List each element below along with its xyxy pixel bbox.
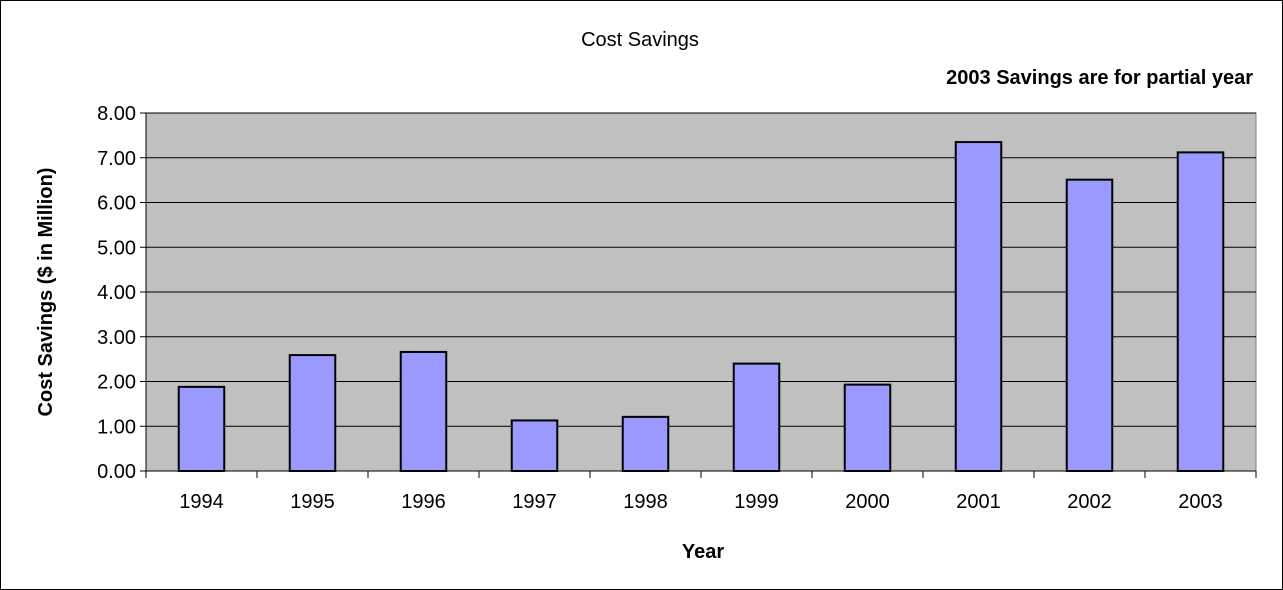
bar-1995 xyxy=(288,354,337,472)
bars xyxy=(177,141,1225,473)
y-tick-label: 6.00 xyxy=(97,193,136,215)
y-tick-label: 3.00 xyxy=(97,327,136,349)
x-tick-label: 2001 xyxy=(956,491,1001,513)
axes xyxy=(140,112,1257,478)
y-tick-label: 4.00 xyxy=(97,282,136,304)
x-tick-label: 1998 xyxy=(623,491,668,513)
bar-1999 xyxy=(732,362,781,473)
x-tick-label: 1999 xyxy=(734,491,779,513)
chart-title: Cost Savings xyxy=(581,29,699,51)
y-tick-label: 7.00 xyxy=(97,148,136,170)
y-tick-label: 1.00 xyxy=(97,416,136,438)
x-tick-label: 2000 xyxy=(845,491,890,513)
bar-2001 xyxy=(954,141,1003,472)
x-tick-label: 1995 xyxy=(290,491,335,513)
x-tick-label: 1996 xyxy=(401,491,446,513)
partial-year-note: 2003 Savings are for partial year xyxy=(946,67,1253,89)
y-tick-label: 5.00 xyxy=(97,237,136,259)
x-tick-label: 2003 xyxy=(1178,491,1223,513)
bar-1998 xyxy=(621,415,670,473)
x-tick-label: 1997 xyxy=(512,491,557,513)
bar-2002 xyxy=(1065,178,1114,473)
bar-1994 xyxy=(177,385,226,472)
bar-2003 xyxy=(1176,151,1225,472)
y-axis-label: Cost Savings ($ in Million) xyxy=(35,168,57,417)
x-axis-label: Year xyxy=(682,541,724,563)
x-tick-labels: 1994 1995 1996 1997 1998 1999 2000 2001 2002 2003 xyxy=(179,491,1223,513)
x-tick-label: 1994 xyxy=(179,491,224,513)
bar-1996 xyxy=(399,350,448,472)
bar-1997 xyxy=(510,419,559,472)
x-tick-label: 2002 xyxy=(1067,491,1112,513)
y-tick-label: 0.00 xyxy=(97,461,136,483)
y-tick-labels: 0.00 1.00 2.00 3.00 4.00 5.00 6.00 7.00 8.00 xyxy=(97,103,136,483)
y-tick-label: 8.00 xyxy=(97,103,136,125)
y-tick-label: 2.00 xyxy=(97,372,136,394)
bar-2000 xyxy=(843,383,892,473)
